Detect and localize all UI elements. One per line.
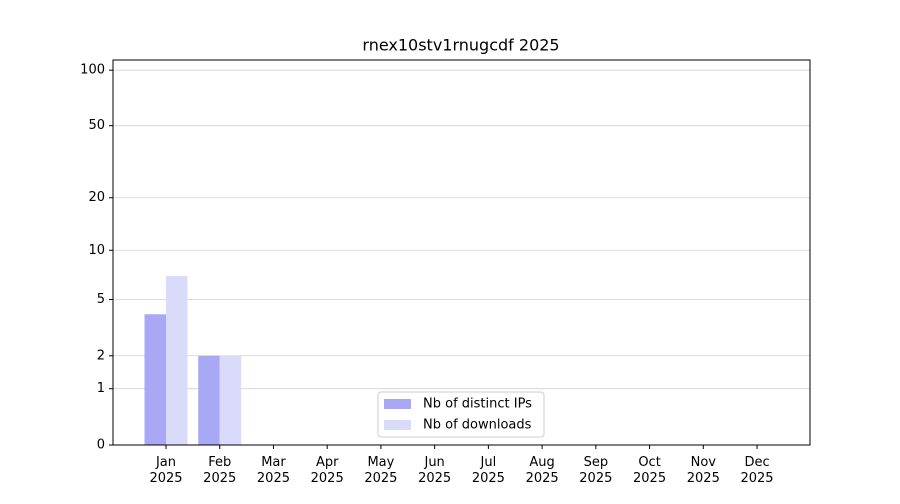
y-tick-label: 1 bbox=[97, 381, 105, 396]
bar bbox=[198, 355, 220, 445]
x-tick-label: Jan 2025 bbox=[149, 455, 182, 486]
bar bbox=[144, 314, 166, 445]
x-tick-label: Jun 2025 bbox=[418, 455, 451, 486]
legend-box bbox=[377, 391, 545, 438]
bar bbox=[166, 276, 188, 445]
legend-label: Nb of downloads bbox=[423, 418, 532, 433]
y-tick-label: 10 bbox=[88, 243, 105, 258]
x-tick-label: Aug 2025 bbox=[526, 455, 559, 486]
x-tick-label: Nov 2025 bbox=[687, 455, 720, 486]
x-tick-label: Jul 2025 bbox=[472, 455, 505, 486]
y-tick-label: 50 bbox=[88, 118, 105, 133]
chart-title: rnex10stv1rnugcdf 2025 bbox=[362, 36, 559, 55]
x-tick-label: Mar 2025 bbox=[257, 455, 290, 486]
legend-swatch bbox=[384, 420, 411, 430]
x-tick-label: Apr 2025 bbox=[311, 455, 344, 486]
bar bbox=[219, 355, 242, 445]
x-tick-label: Dec 2025 bbox=[740, 455, 773, 486]
x-tick-label: Oct 2025 bbox=[633, 455, 666, 486]
y-tick-label: 0 bbox=[97, 438, 105, 453]
plot-frame bbox=[112, 59, 811, 446]
y-tick-label: 5 bbox=[97, 292, 105, 307]
x-tick-label: May 2025 bbox=[364, 455, 397, 486]
x-tick-label: Sep 2025 bbox=[579, 455, 612, 486]
y-tick-label: 2 bbox=[97, 348, 105, 363]
y-tick-label: 100 bbox=[80, 63, 105, 78]
y-tick-label: 20 bbox=[88, 190, 105, 205]
legend-swatch bbox=[384, 399, 411, 409]
legend-label: Nb of distinct IPs bbox=[423, 397, 532, 412]
x-tick-label: Feb 2025 bbox=[203, 455, 236, 486]
